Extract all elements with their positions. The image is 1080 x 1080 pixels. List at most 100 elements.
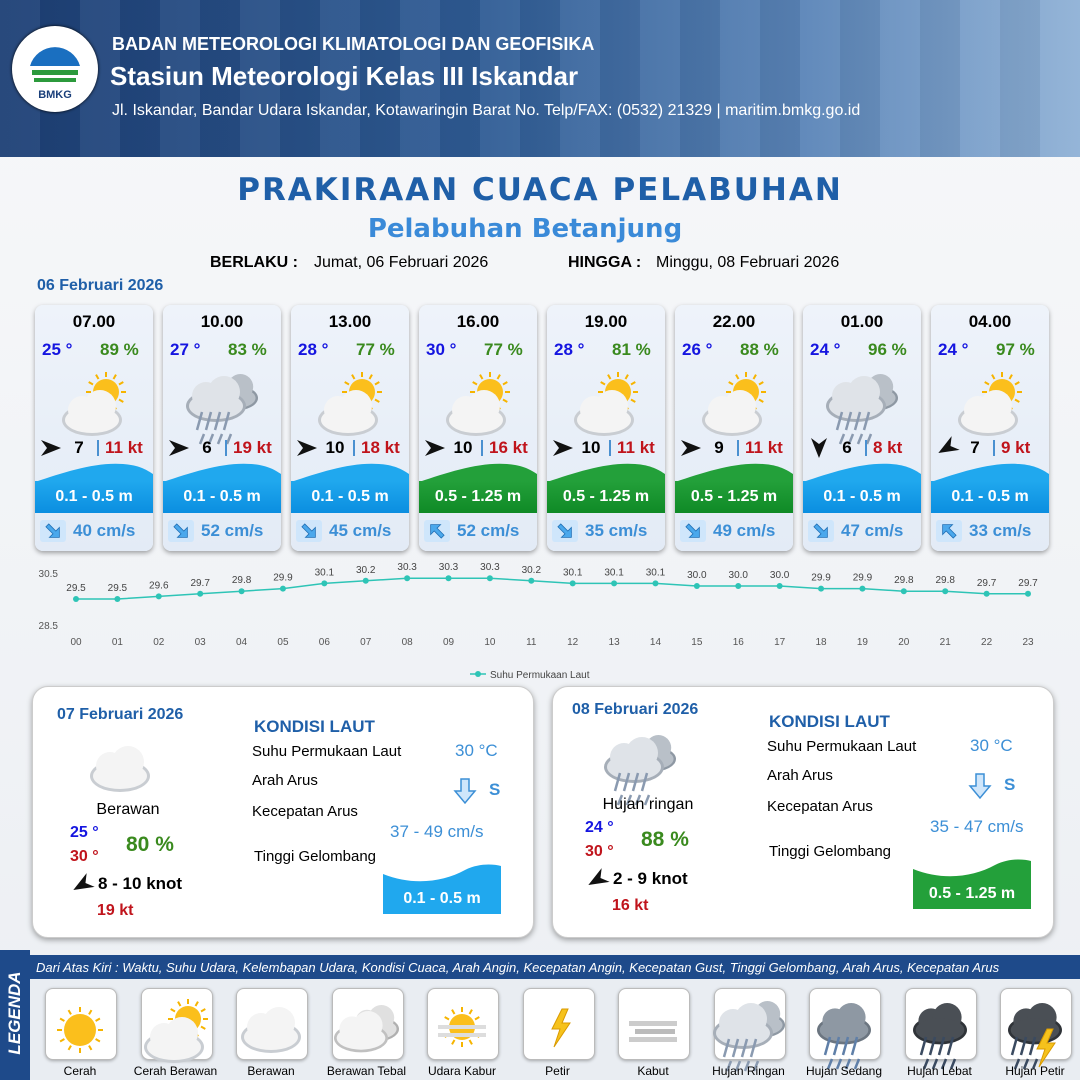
sst-value: 30 °C [970,736,1013,755]
humidity: 88 % [740,340,779,359]
icon-part [835,1058,843,1070]
legend-item: Hujan Petir [1005,1064,1065,1078]
x-tick-label: 23 [1022,637,1034,648]
icon-part [681,440,701,456]
icon-part [832,1036,841,1056]
icon-part [163,463,281,482]
time: 13.00 [328,312,372,331]
sst-point [818,585,825,592]
data-label: 30.0 [770,570,790,581]
icon-part [722,1038,730,1058]
icon-part [940,1058,947,1070]
sst-label: Suhu Permukaan Laut [767,738,917,755]
wave-height: 0.1 - 0.5 m [951,488,1029,505]
data-label: 29.7 [977,578,997,589]
legend-icon [629,1021,677,1042]
icon-part [629,1037,677,1042]
legend-item: Hujan Ringan [712,1064,785,1078]
wave-top [163,463,281,482]
wave-band [803,481,921,513]
day-date: 06 Februari 2026 [37,277,164,294]
icon-part [169,440,189,456]
icon-part [557,523,572,538]
icon-part [574,390,634,436]
separator [353,440,355,456]
legend-item: Kabut [637,1064,669,1078]
sst-point [942,588,949,595]
icon-part [213,411,222,431]
y-tick-label: 28.5 [39,621,59,632]
icon-part [222,411,231,431]
icon-part [173,523,188,538]
data-label: 30.3 [397,562,417,573]
wave-top [291,463,409,482]
temp-max: 30 ° [70,848,99,865]
icon-part [942,524,957,539]
icon-part [45,523,60,538]
time: 10.00 [200,312,244,331]
current-speed: 45 cm/s [329,521,392,540]
x-tick-label: 03 [195,637,207,648]
icon-part [1013,1058,1021,1070]
sea-title: KONDISI LAUT [254,717,375,736]
current-speed: 33 cm/s [969,521,1032,540]
icon-part [835,411,844,431]
sst-chart: 28.5 30.5 00 01 02 03 04 05 06 07 08 09 10 11 12 13 14 15… [39,562,1039,681]
icon-part [613,772,622,792]
icon-part [207,433,215,445]
icon-part [199,1025,206,1030]
sst-value: 30 °C [455,741,498,760]
icon-part [931,1058,938,1070]
data-label: 30.2 [356,565,376,576]
icon-part [301,523,316,538]
legend-bar [30,955,1080,979]
wave-height: 0.1 - 0.5 m [823,488,901,505]
wave-height: 0.5 - 1.25 m [690,488,778,505]
temperature: 30 ° [426,340,457,359]
temp-max: 30 ° [585,843,614,860]
current-arrow [40,520,66,542]
icon-part [743,1060,750,1072]
wind-speed: 10 [453,438,473,457]
icon-part [919,1036,927,1056]
icon-part [1036,1028,1056,1068]
legend-title: LEGENDA [5,971,24,1055]
time: 22.00 [712,312,756,331]
data-label: 29.8 [935,575,955,586]
icon-part [67,1045,72,1051]
sst-point [735,583,742,589]
wind-speed: 6 [842,438,852,457]
icon-part [607,374,612,380]
icon-part [62,390,122,436]
icon-part [93,763,147,789]
org-name: BADAN METEOROLOGI KLIMATOLOGI DAN GEOFIS… [112,34,595,54]
icon-part [931,463,1049,482]
temperature: 26 ° [682,340,713,359]
header-bg [0,0,1080,157]
legend-item: Hujan Sedang [805,1064,883,1078]
temperature: 25 ° [42,340,73,359]
sst-point [652,580,659,587]
icon-part [198,433,206,445]
humidity: 88 % [641,828,689,851]
x-tick-label: 18 [815,637,827,648]
icon-part [735,374,740,380]
temperature: 24 ° [810,340,841,359]
humidity: 97 % [996,340,1035,359]
icon-part [479,374,484,380]
current-arrow [296,520,322,542]
current-arrow [453,778,477,805]
icon-part [949,1058,956,1070]
x-tick-label: 20 [898,637,910,648]
x-tick-label: 21 [940,637,952,648]
sst-point [569,580,576,587]
data-label: 30.0 [687,570,707,581]
sst-point [321,580,328,587]
x-tick-label: 13 [609,637,621,648]
humidity: 81 % [612,340,651,359]
gust: 8 kt [873,438,903,457]
icon-part [88,1009,93,1015]
x-tick-label: 19 [857,637,869,648]
icon-part [942,524,957,539]
icon-part [65,407,119,433]
